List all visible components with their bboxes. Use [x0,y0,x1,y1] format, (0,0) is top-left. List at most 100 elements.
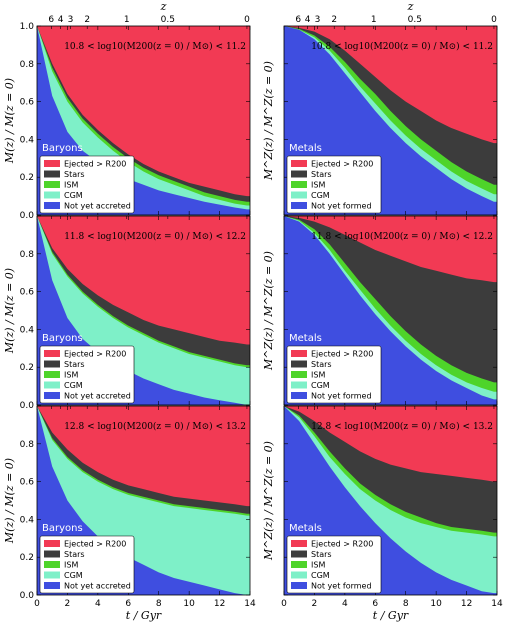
legend-box [39,535,135,594]
legend-label: ISM [311,371,325,380]
y-tick-label: 0.4 [20,135,35,145]
x-tick-label: 0 [34,599,40,609]
legend-swatch-not-yet [291,392,307,399]
legend-label: ISM [311,181,325,190]
bottom-axes: 0 2 4 6 8 10 12 14 t / Gyr 0 2 4 6 8 10 12 14 t / Gyr [34,599,503,622]
legend-label: Stars [311,550,332,559]
legend-swatch-ejected [291,350,307,357]
legend-swatch-ism [291,181,307,188]
y-tick-label: 0.2 [20,173,34,183]
legend-label: Stars [311,360,332,369]
legend-swatch-cgm [291,571,307,579]
z-tick-label: 4 [58,15,64,25]
legend-swatch-cgm [44,571,60,579]
legend-label: Ejected > R200 [64,350,126,359]
panel-metals-3: M^Z(z) / M^Z(z = 0) 12.8 < log10(M200(z =… [262,405,498,596]
x-tick-label: 12 [461,599,472,609]
y-axis-title: M^Z(z) / M^Z(z = 0) [262,441,275,561]
panel-frame [36,25,251,216]
y-tick-label: 0.6 [20,98,35,108]
z-tick-label: 1 [371,15,377,25]
legend-label: CGM [64,191,83,200]
x-tick-label: 0 [281,599,287,609]
legend-swatch-stars [291,360,307,368]
panel-frame [283,25,498,216]
mass-range-label: 11.8 < log10(M200(z = 0) / M⊙) < 12.2 [311,231,493,242]
x-tick-label: 10 [430,599,442,609]
legend-label: ISM [64,371,78,380]
z-tick-label: 3 [68,15,74,25]
y-tick-label: 0.2 [20,363,34,373]
panel-baryons-2: 0.0 0.2 0.4 0.6 0.8 M(z) / M(z = 0) 11.8 < log… [3,215,251,411]
legend-label: CGM [311,381,330,390]
legend-label: Not yet formed [311,392,372,401]
legend-label: CGM [311,191,330,200]
component-label: Baryons [42,333,83,344]
legend-swatch-cgm [44,191,60,199]
x-tick-label: 2 [312,599,318,609]
legend-swatch-stars [291,550,307,558]
legend-box [286,535,382,594]
panels: 0.0 0.2 0.4 0.6 0.8 1.0 M(z) / M(z = 0) 10.8 < … [3,22,498,601]
mass-range-label: 12.8 < log10(M200(z = 0) / M⊙) < 13.2 [64,421,246,432]
legend-swatch-ejected [44,540,60,547]
y-tick-label: 0.6 [20,478,35,488]
legend-swatch-ejected [291,160,307,167]
legend-swatch-stars [44,360,60,368]
mass-range-label: 12.8 < log10(M200(z = 0) / M⊙) < 13.2 [311,421,493,432]
legend-swatch-cgm [291,191,307,199]
y-tick-label: 0.0 [20,401,35,411]
legend-swatch-ism [291,371,307,378]
legend-label: Ejected > R200 [311,350,373,359]
panel-metals-2: M^Z(z) / M^Z(z = 0) 11.8 < log10(M200(z =… [262,215,498,406]
y-tick-label: 0.4 [20,325,35,335]
component-label: Baryons [42,523,83,534]
z-tick-label: 0.5 [408,15,422,25]
legend-swatch-cgm [44,381,60,389]
z-tick-label: 2 [331,15,337,25]
z-tick-label: 0.5 [161,15,175,25]
legend-box [286,345,382,404]
legend-box [286,155,382,214]
legend-label: ISM [64,181,78,190]
legend-label: Ejected > R200 [64,540,126,549]
panel-frame [36,215,251,406]
x-tick-label: 8 [156,599,162,609]
y-tick-label: 0.8 [20,250,35,260]
legend-swatch-not-yet [291,582,307,589]
x-tick-label: 14 [491,599,503,609]
z-tick-label: 3 [315,15,321,25]
panel-frame [283,405,498,596]
z-tick-label: 4 [305,15,311,25]
z-tick-label: 6 [48,15,54,25]
legend-label: Ejected > R200 [311,540,373,549]
legend-label: Not yet formed [311,582,372,591]
panel-baryons-1: 0.0 0.2 0.4 0.6 0.8 1.0 M(z) / M(z = 0) 10.8 < … [3,22,251,221]
legend-label: Not yet accreted [64,202,131,211]
top-axis-title: z [407,0,414,13]
panel-metals-1: M^Z(z) / M^Z(z = 0) 10.8 < log10(M200(z =… [262,25,498,216]
z-tick-label: 0 [491,15,497,25]
y-axis-title: M(z) / M(z = 0) [3,78,16,164]
legend-swatch-ism [291,561,307,568]
legend-swatch-not-yet [44,392,60,399]
legend-label: Stars [64,360,85,369]
legend-swatch-not-yet [44,202,60,209]
x-tick-label: 10 [183,599,195,609]
y-axis-title: M^Z(z) / M^Z(z = 0) [262,251,275,371]
x-tick-label: 2 [65,599,71,609]
legend-label: CGM [64,571,83,580]
legend-label: Stars [64,550,85,559]
x-tick-label: 8 [403,599,409,609]
x-axis-title: t / Gyr [373,609,409,622]
legend-swatch-ejected [44,350,60,357]
y-tick-label: 0.4 [20,515,35,525]
z-tick-label: 6 [295,15,301,25]
x-tick-label: 4 [342,599,348,609]
legend-swatch-stars [44,170,60,178]
y-tick-label: 0.0 [20,591,35,601]
legend-label: ISM [64,561,78,570]
legend-swatch-stars [291,170,307,178]
